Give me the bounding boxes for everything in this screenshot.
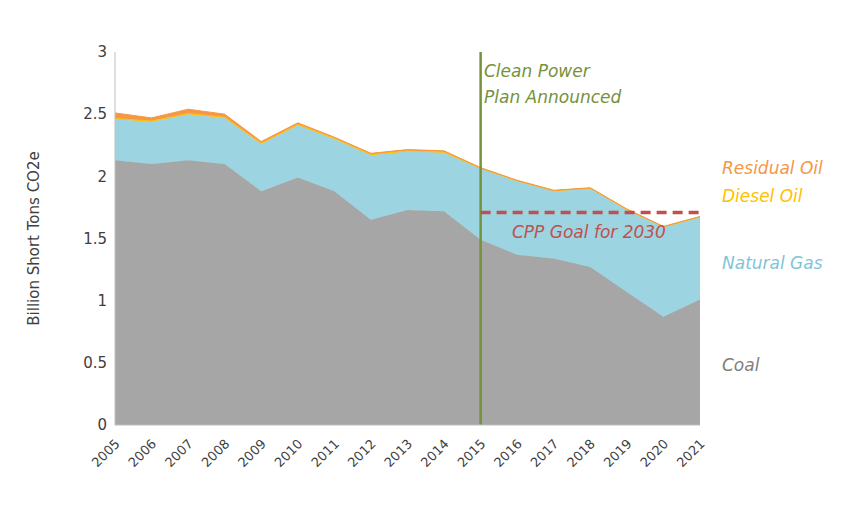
- svg-text:2011: 2011: [308, 436, 342, 470]
- svg-text:2012: 2012: [345, 436, 379, 470]
- svg-text:2021: 2021: [674, 436, 708, 470]
- svg-text:2005: 2005: [89, 436, 123, 470]
- html-text:Coal: Coal: [722, 355, 760, 375]
- svg-text:2006: 2006: [125, 436, 159, 470]
- svg-text:2010: 2010: [272, 436, 306, 470]
- svg-text:2019: 2019: [601, 436, 635, 470]
- html-text:Diesel Oil: Diesel Oil: [722, 186, 803, 206]
- svg-text:0: 0: [97, 416, 107, 434]
- svg-text:Billion Short Tons CO2e: Billion Short Tons CO2e: [25, 151, 43, 325]
- html-text:CPP Goal for 2030: CPP Goal for 2030: [512, 222, 666, 242]
- html-text:Residual Oil: Residual Oil: [722, 158, 823, 178]
- svg-text:2017: 2017: [528, 436, 562, 470]
- svg-text:2008: 2008: [198, 436, 232, 470]
- svg-text:2013: 2013: [381, 436, 415, 470]
- svg-text:2014: 2014: [418, 436, 452, 470]
- svg-text:3: 3: [97, 43, 107, 61]
- svg-text:2016: 2016: [491, 436, 525, 470]
- svg-text:2015: 2015: [454, 436, 488, 470]
- svg-text:2: 2: [97, 168, 107, 186]
- svg-text:2020: 2020: [637, 436, 671, 470]
- svg-text:2018: 2018: [564, 436, 598, 470]
- svg-text:0.5: 0.5: [83, 354, 107, 372]
- svg-text:2009: 2009: [235, 436, 269, 470]
- html-text:Natural Gas: Natural Gas: [722, 253, 823, 273]
- html-text:Clean Power Plan Announced: Clean Power Plan Announced: [484, 61, 622, 107]
- svg-text:2.5: 2.5: [83, 105, 107, 123]
- svg-text:2007: 2007: [162, 436, 196, 470]
- svg-text:1: 1: [97, 292, 107, 310]
- svg-text:1.5: 1.5: [83, 230, 107, 248]
